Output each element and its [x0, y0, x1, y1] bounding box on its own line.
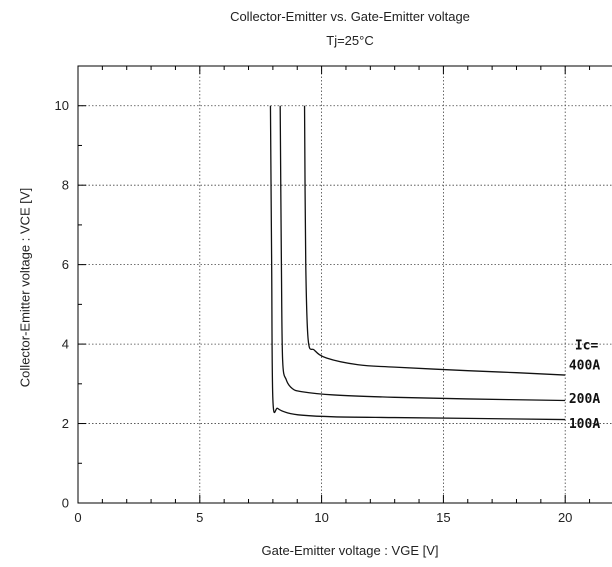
- y-tick-label: 4: [62, 337, 69, 352]
- curve-label-100a: 100A: [569, 417, 600, 432]
- y-tick-label: 2: [62, 416, 69, 431]
- x-tick-label: 0: [74, 510, 81, 525]
- grid-lines: [78, 66, 612, 503]
- curve-400a: [303, 105, 566, 376]
- curve-100a: [269, 105, 566, 421]
- plot-frame: [77, 65, 612, 504]
- curve-label-400a: 400A: [569, 359, 600, 374]
- curve-label-200a: 200A: [569, 392, 600, 407]
- x-tick-label: 20: [558, 510, 572, 525]
- tick-labels: 05101520250246810: [55, 98, 573, 525]
- y-tick-label: 6: [62, 257, 69, 272]
- y-tick-label: 0: [62, 496, 69, 511]
- legend-title: Ic=: [575, 338, 599, 353]
- x-tick-label: 15: [436, 510, 450, 525]
- y-tick-label: 8: [62, 178, 69, 193]
- x-tick-label: 5: [196, 510, 203, 525]
- x-axis-label: Gate-Emitter voltage : VGE [V]: [261, 543, 439, 558]
- curve-200a: [279, 105, 566, 402]
- curve-labels: Ic= 100A 200A 400A: [569, 338, 600, 432]
- axis-ticks: [77, 66, 591, 504]
- chart-title: Collector-Emitter vs. Gate-Emitter volta…: [230, 9, 470, 24]
- curves: [269, 105, 566, 421]
- x-tick-label: 10: [314, 510, 328, 525]
- chart-subtitle: Tj=25°C: [326, 33, 374, 48]
- y-tick-label: 10: [55, 98, 69, 113]
